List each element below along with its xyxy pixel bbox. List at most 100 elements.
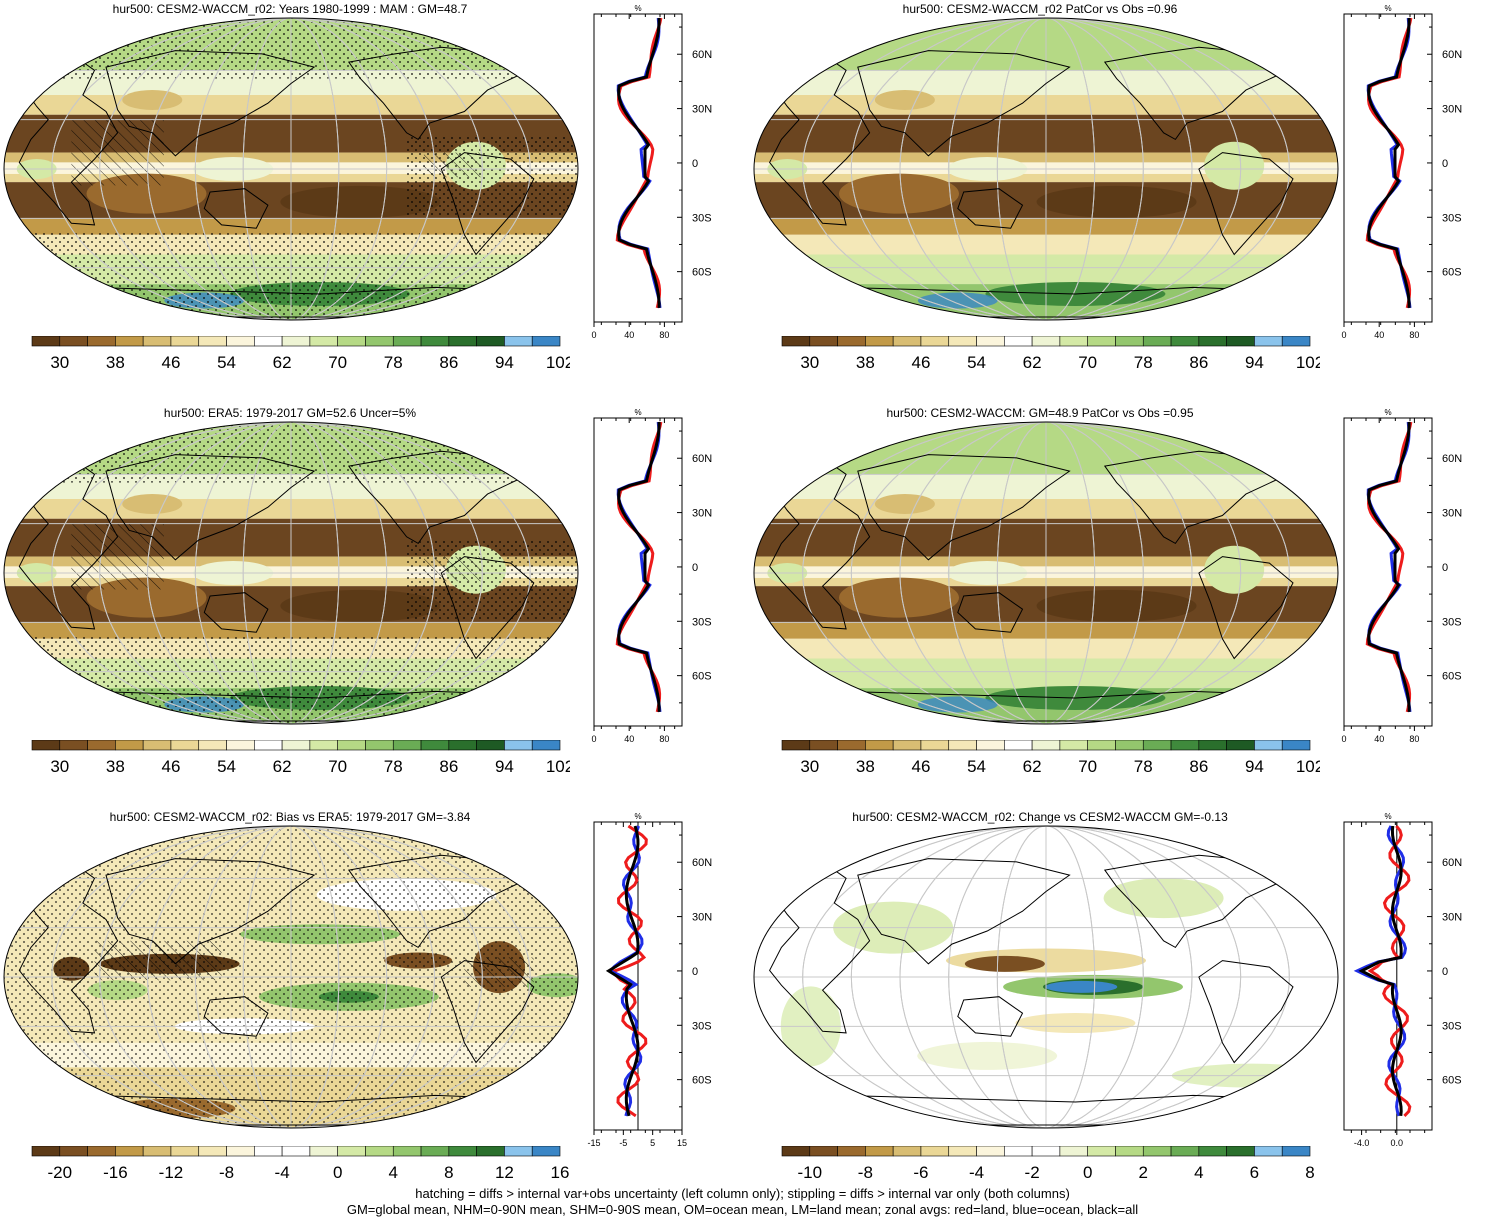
zonal-x-tick-label: 40 (1374, 734, 1384, 744)
colorbar-swatch (1087, 336, 1116, 347)
colorbar-tick-label: 62 (273, 353, 292, 372)
colorbar-swatch (1226, 336, 1255, 347)
colorbar-swatch (976, 336, 1005, 347)
zonal-lat-label: 30N (692, 508, 712, 520)
colorbar-tick-label: -16 (103, 1163, 128, 1182)
zonal-lat-label: 60S (1442, 671, 1462, 683)
colorbar-swatch (948, 336, 977, 347)
colorbar-tick-label: 70 (328, 353, 347, 372)
footer-line-2: GM=global mean, NHM=0-90N mean, SHM=0-90… (346, 1202, 1139, 1217)
colorbar-tick-label: 46 (161, 757, 180, 776)
footer-line-1: hatching = diffs > internal var+obs unce… (415, 1186, 1070, 1201)
colorbar-swatch (420, 336, 450, 347)
colorbar-swatch (892, 336, 922, 347)
zonal-lat-label: 0 (692, 562, 698, 574)
colorbar-swatch (337, 336, 366, 347)
zonal-lat-label: 60S (692, 267, 712, 279)
colorbar-swatch (226, 740, 255, 751)
colorbar-tick-label: 4 (389, 1163, 398, 1182)
zonal-lat-label: 30N (692, 104, 712, 116)
colorbar-swatch (504, 740, 533, 751)
zonal-x-tick-label: 80 (659, 330, 669, 340)
colorbar-tick-label: 86 (1189, 353, 1208, 372)
colorbar-swatch (87, 740, 116, 751)
colorbar-swatch (1087, 740, 1116, 751)
colorbar-swatch (948, 1146, 977, 1157)
zonal-x-tick-label: 0 (591, 330, 596, 340)
zonal-lat-label: 60S (692, 671, 712, 683)
zonal-plot-2: % 0 40 80 60N 30N 0 30S 60S (1341, 4, 1462, 340)
zonal-x-tick-label: -15 (587, 1138, 600, 1148)
colorbar-swatch (1142, 336, 1172, 347)
zonal-lat-label: 60N (1442, 49, 1462, 61)
colorbar-swatch (1004, 336, 1033, 347)
zonal-lat-label: 30S (1442, 212, 1462, 224)
zonal-lat-label: 60N (692, 49, 712, 61)
colorbar-tick-label: 94 (1245, 353, 1264, 372)
zonal-lat-label: 60S (1442, 1075, 1462, 1087)
colorbar-swatch (59, 336, 88, 347)
zonal-lat-label: 60N (692, 453, 712, 465)
colorbar-tick-label: 0 (333, 1163, 342, 1182)
zonal-lat-label: 30N (1442, 508, 1462, 520)
colorbar-tick-label: 46 (161, 353, 180, 372)
panel-title-6: hur500: CESM2-WACCM_r02: Change vs CESM2… (852, 810, 1228, 824)
colorbar-swatch (531, 740, 561, 751)
colorbar-swatch (1004, 1146, 1033, 1157)
colorbar-tick-label: 62 (1023, 353, 1042, 372)
colorbar-swatch (337, 1146, 366, 1157)
colorbar-tick-label: 16 (551, 1163, 570, 1182)
colorbar-swatch (254, 1146, 283, 1157)
zonal-lat-label: 60N (1442, 453, 1462, 465)
zonal-x-tick-label: -5 (619, 1138, 627, 1148)
colorbar-tick-label: 94 (495, 757, 514, 776)
colorbar-swatch (1059, 336, 1088, 347)
zonal-lat-label: 0 (1442, 562, 1448, 574)
colorbar-swatch (1198, 1146, 1227, 1157)
zonal-x-tick-label: 40 (624, 734, 634, 744)
colorbar-tick-label: 30 (800, 353, 819, 372)
colorbar-tick-label: 78 (1134, 353, 1153, 372)
colorbar-swatch (531, 336, 561, 347)
colorbar-tick-label: 102 (546, 353, 570, 372)
colorbar-swatch (1031, 740, 1061, 751)
colorbar-swatch (254, 336, 283, 347)
colorbar-tick-label: 86 (1189, 757, 1208, 776)
colorbar-swatch (920, 1146, 950, 1157)
colorbar-swatch (781, 336, 811, 347)
zonal-plot-5: % -15 -5 5 15 60N 30N 0 30S 60S (587, 812, 712, 1148)
colorbar-tick-label: -4 (275, 1163, 290, 1182)
zonal-lat-label: 30S (692, 1020, 712, 1032)
colorbar-swatch (504, 1146, 533, 1157)
map-panel-5 (3, 825, 579, 1129)
colorbar-tick-label: 86 (439, 757, 458, 776)
zonal-x-tick-label: 40 (1374, 330, 1384, 340)
colorbar-tick-label: 78 (1134, 757, 1153, 776)
colorbar-swatch (1142, 1146, 1172, 1157)
colorbar-swatch (892, 1146, 922, 1157)
colorbar-tick-label: 78 (384, 757, 403, 776)
colorbar-tick-label: 102 (546, 757, 570, 776)
colorbar-tick-label: 38 (106, 757, 125, 776)
colorbar-swatch (420, 1146, 450, 1157)
colorbar-2: 303846546270788694102110 (781, 336, 1320, 372)
colorbar-tick-label: 70 (328, 757, 347, 776)
colorbar-swatch (59, 1146, 88, 1157)
panel-title-4: hur500: CESM2-WACCM: GM=48.9 PatCor vs O… (886, 406, 1194, 420)
panel-title-1: hur500: CESM2-WACCM_r02: Years 1980-1999… (112, 2, 468, 16)
colorbar-swatch (31, 1146, 61, 1157)
colorbar-tick-label: 78 (384, 353, 403, 372)
colorbar-tick-label: 54 (217, 353, 236, 372)
zonal-lat-label: 60N (692, 857, 712, 869)
colorbar-swatch (142, 740, 172, 751)
colorbar-tick-label: 86 (439, 353, 458, 372)
colorbar-swatch (142, 336, 172, 347)
zonal-lat-label: 30N (1442, 104, 1462, 116)
colorbar-swatch (976, 740, 1005, 751)
zonal-unit-label: % (1384, 812, 1391, 821)
colorbar-tick-label: 70 (1078, 757, 1097, 776)
zonal-x-tick-label: 80 (1409, 734, 1419, 744)
colorbar-swatch (1087, 1146, 1116, 1157)
zonal-x-tick-label: 0.0 (1391, 1138, 1404, 1148)
zonal-plot-1: % 0 40 80 60N 30N 0 30S 60S (591, 4, 712, 340)
